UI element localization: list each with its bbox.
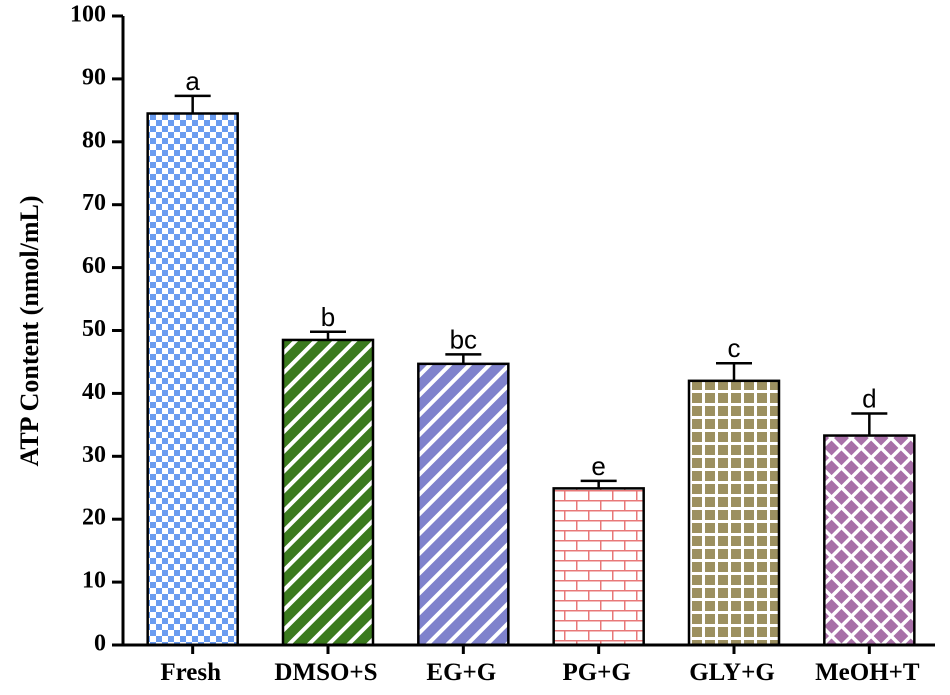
bar <box>281 338 375 647</box>
significance-label: bc <box>450 324 477 354</box>
bar <box>687 379 781 647</box>
y-tick-label: 80 <box>82 127 106 153</box>
y-tick-label: 0 <box>94 631 106 657</box>
significance-label: a <box>185 66 200 96</box>
y-tick-label: 20 <box>82 505 106 531</box>
y-tick-label: 30 <box>82 442 106 468</box>
bar <box>146 112 239 647</box>
significance-label: e <box>591 451 605 481</box>
y-axis-label: ATP Content (nmol/mL) <box>15 195 44 466</box>
x-tick-label: GLY+G <box>689 659 775 686</box>
y-tick-label: 50 <box>82 316 106 342</box>
x-tick-label: EG+G <box>426 659 496 686</box>
significance-label: b <box>321 302 335 332</box>
x-tick-label: DMSO+S <box>274 659 377 686</box>
y-tick-label: 40 <box>82 379 106 405</box>
significance-label: c <box>728 333 741 363</box>
x-tick-label: Fresh <box>160 659 221 686</box>
significance-label: d <box>862 384 876 414</box>
y-tick-label: 100 <box>70 2 106 28</box>
bar <box>417 362 510 647</box>
bar <box>823 434 916 647</box>
bar <box>552 487 645 647</box>
y-tick-label: 60 <box>82 253 106 279</box>
y-tick-label: 90 <box>82 64 106 90</box>
y-tick-label: 70 <box>82 190 106 216</box>
x-tick-label: PG+G <box>562 659 630 686</box>
y-tick-label: 10 <box>82 568 106 594</box>
x-tick-label: MeOH+T <box>815 659 920 686</box>
